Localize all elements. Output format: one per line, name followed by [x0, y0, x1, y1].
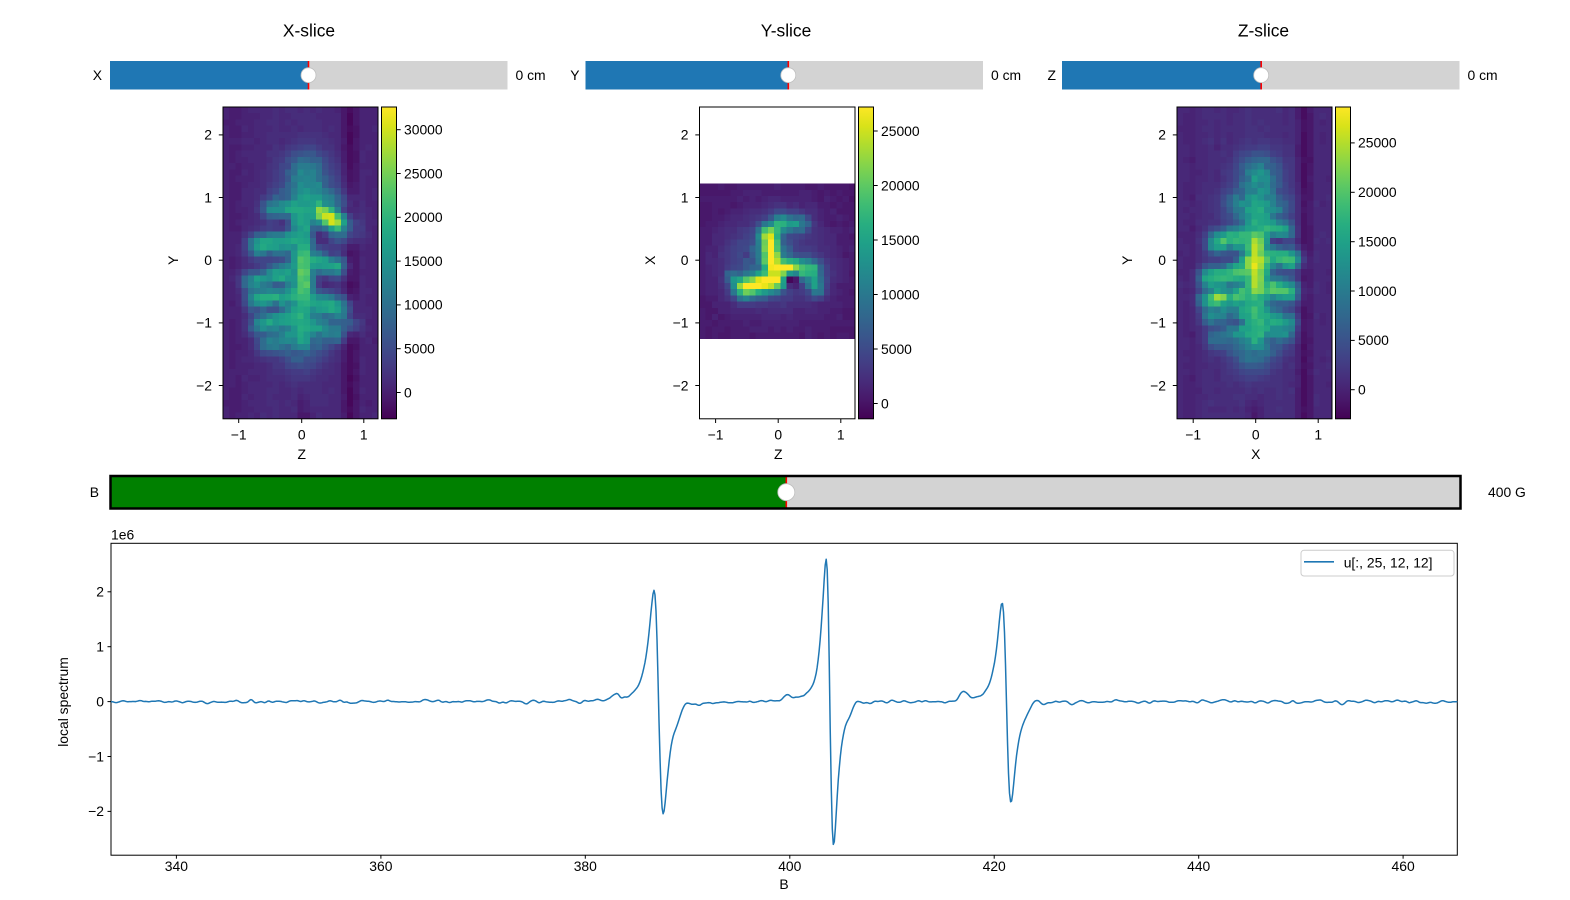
svg-text:0: 0 — [404, 384, 412, 400]
svg-text:5000: 5000 — [404, 341, 435, 357]
svg-text:u[:, 25, 12, 12]: u[:, 25, 12, 12] — [1344, 555, 1433, 571]
svg-text:10000: 10000 — [881, 286, 920, 302]
svg-text:460: 460 — [1392, 858, 1415, 874]
svg-text:0: 0 — [204, 252, 212, 268]
svg-text:−1: −1 — [88, 748, 104, 764]
svg-text:1: 1 — [204, 189, 212, 205]
svg-text:15000: 15000 — [881, 232, 920, 248]
svg-text:5000: 5000 — [1358, 332, 1389, 348]
svg-text:0 cm: 0 cm — [516, 67, 546, 83]
svg-text:B: B — [90, 484, 99, 500]
svg-text:Y: Y — [570, 67, 579, 83]
svg-text:−1: −1 — [231, 426, 247, 442]
svg-text:0: 0 — [881, 395, 889, 411]
svg-text:2: 2 — [204, 127, 212, 143]
svg-text:−1: −1 — [673, 315, 689, 331]
svg-text:10000: 10000 — [1358, 283, 1397, 299]
svg-text:25000: 25000 — [1358, 135, 1397, 151]
svg-text:−1: −1 — [1185, 426, 1201, 442]
svg-text:Y-slice: Y-slice — [761, 21, 812, 41]
svg-text:local spectrum: local spectrum — [55, 657, 71, 747]
svg-text:0: 0 — [1358, 382, 1366, 398]
svg-text:−2: −2 — [1150, 377, 1166, 393]
svg-text:Y: Y — [165, 256, 181, 265]
svg-text:380: 380 — [574, 858, 597, 874]
svg-text:−1: −1 — [196, 315, 212, 331]
svg-text:0: 0 — [774, 426, 782, 442]
svg-text:420: 420 — [983, 858, 1006, 874]
svg-text:Y: Y — [1119, 256, 1135, 265]
svg-text:B: B — [779, 876, 788, 892]
svg-text:Z-slice: Z-slice — [1238, 21, 1289, 41]
svg-text:X-slice: X-slice — [283, 21, 335, 41]
svg-text:20000: 20000 — [404, 209, 443, 225]
svg-text:1: 1 — [837, 426, 845, 442]
svg-text:2: 2 — [1158, 127, 1166, 143]
svg-text:0 cm: 0 cm — [991, 67, 1021, 83]
svg-text:15000: 15000 — [1358, 234, 1397, 250]
svg-text:0: 0 — [96, 693, 104, 709]
svg-text:15000: 15000 — [404, 253, 443, 269]
svg-text:1: 1 — [1158, 189, 1166, 205]
svg-text:1: 1 — [96, 639, 104, 655]
svg-text:−1: −1 — [708, 426, 724, 442]
svg-text:1e6: 1e6 — [111, 527, 134, 543]
svg-text:−2: −2 — [88, 803, 104, 819]
svg-text:0 cm: 0 cm — [1468, 67, 1498, 83]
svg-text:25000: 25000 — [881, 123, 920, 139]
svg-text:X: X — [93, 67, 102, 83]
svg-text:1: 1 — [360, 426, 368, 442]
svg-text:0: 0 — [298, 426, 306, 442]
svg-text:20000: 20000 — [1358, 184, 1397, 200]
svg-text:340: 340 — [165, 858, 188, 874]
svg-text:2: 2 — [681, 127, 689, 143]
svg-text:30000: 30000 — [404, 122, 443, 138]
svg-text:X: X — [1251, 446, 1260, 462]
svg-text:X: X — [642, 256, 658, 265]
svg-text:−1: −1 — [1150, 315, 1166, 331]
svg-text:0: 0 — [681, 252, 689, 268]
svg-text:10000: 10000 — [404, 297, 443, 313]
svg-text:440: 440 — [1187, 858, 1210, 874]
svg-text:Z: Z — [774, 446, 783, 462]
svg-text:400: 400 — [778, 858, 801, 874]
svg-text:−2: −2 — [673, 377, 689, 393]
svg-text:400 G: 400 G — [1488, 484, 1526, 500]
svg-text:0: 0 — [1252, 426, 1260, 442]
svg-text:Z: Z — [297, 446, 306, 462]
svg-text:−2: −2 — [196, 377, 212, 393]
svg-text:Z: Z — [1048, 67, 1057, 83]
svg-text:25000: 25000 — [404, 165, 443, 181]
svg-text:1: 1 — [681, 189, 689, 205]
svg-text:20000: 20000 — [881, 177, 920, 193]
svg-text:5000: 5000 — [881, 341, 912, 357]
svg-text:0: 0 — [1158, 252, 1166, 268]
svg-text:2: 2 — [96, 584, 104, 600]
svg-text:1: 1 — [1314, 426, 1322, 442]
svg-text:360: 360 — [369, 858, 392, 874]
